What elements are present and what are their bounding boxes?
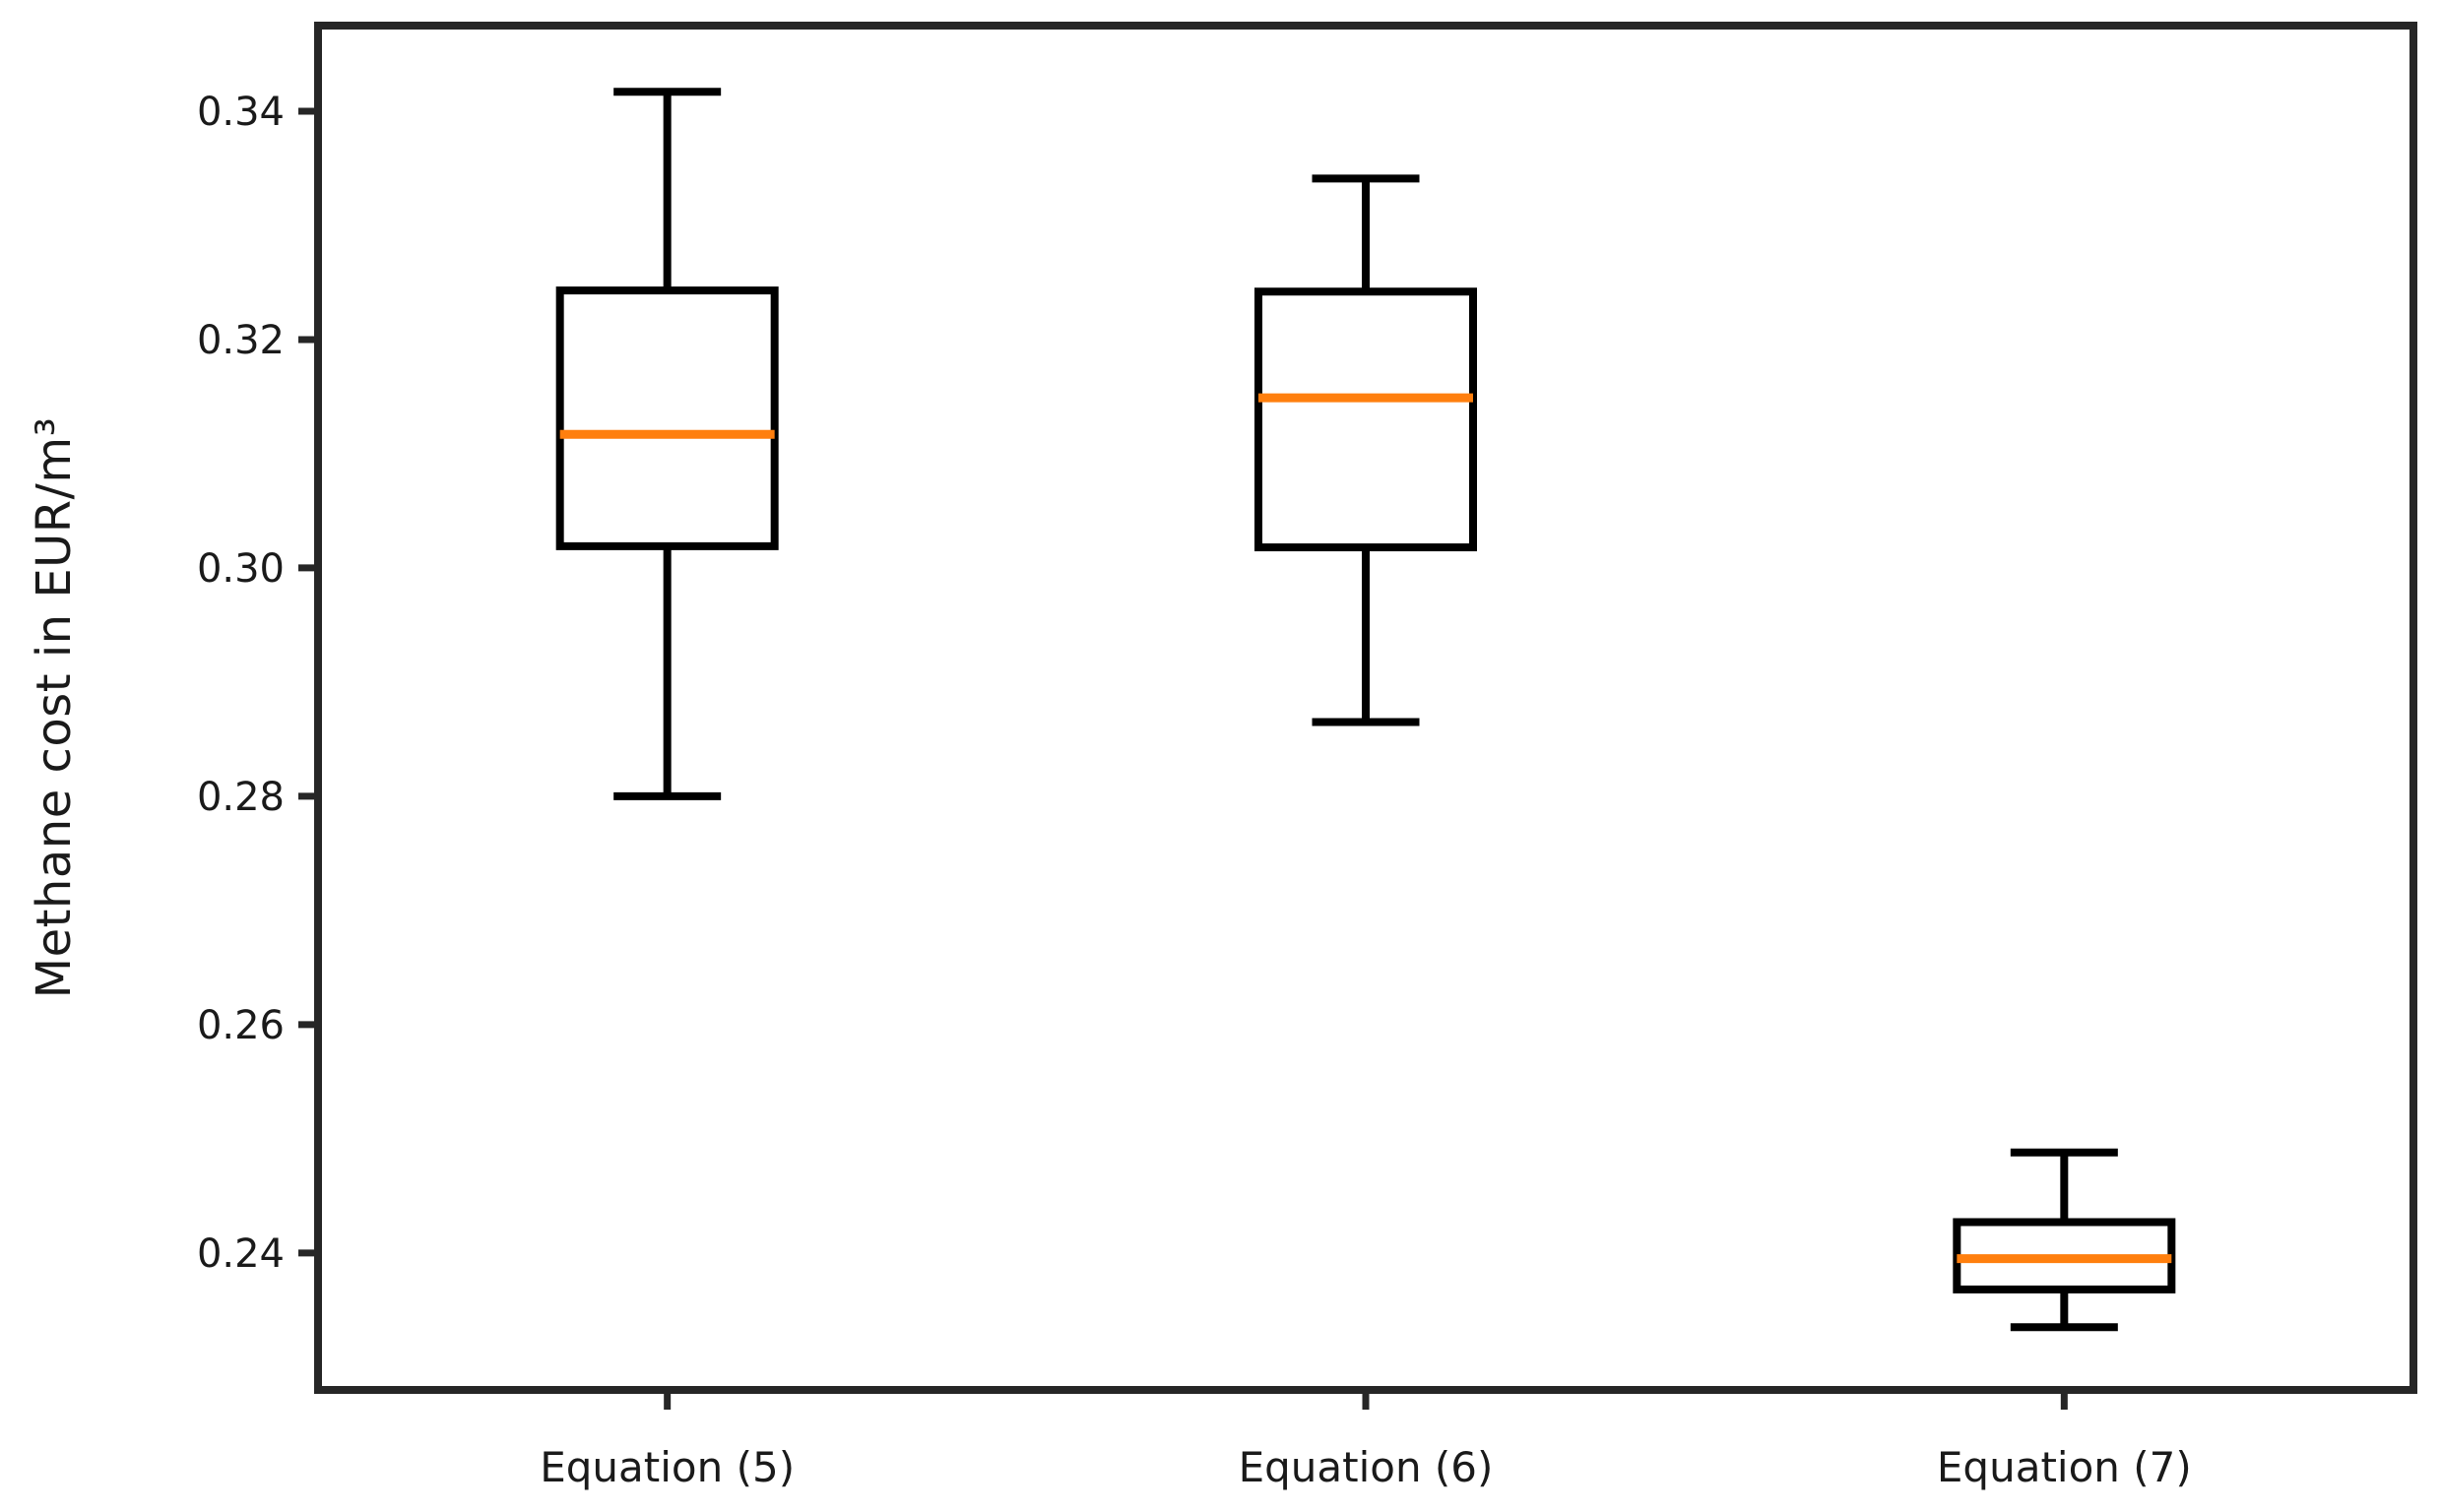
y-tick-label: 0.24 bbox=[197, 1231, 285, 1277]
x-tick-label: Equation (6) bbox=[1239, 1443, 1494, 1491]
plot-frame bbox=[314, 22, 2417, 1394]
iqr-box bbox=[1254, 287, 1477, 552]
y-axis-label: Methane cost in EUR/m³ bbox=[27, 416, 82, 999]
y-tick-label: 0.30 bbox=[197, 546, 285, 592]
x-tick-label: Equation (5) bbox=[540, 1443, 795, 1491]
x-tick-label: Equation (7) bbox=[1937, 1443, 2192, 1491]
y-tick-label: 0.32 bbox=[197, 318, 285, 363]
y-tick-label: 0.26 bbox=[197, 1003, 285, 1048]
y-tick-label: 0.34 bbox=[197, 90, 285, 135]
iqr-box bbox=[555, 286, 779, 550]
y-tick-label: 0.28 bbox=[197, 775, 285, 820]
